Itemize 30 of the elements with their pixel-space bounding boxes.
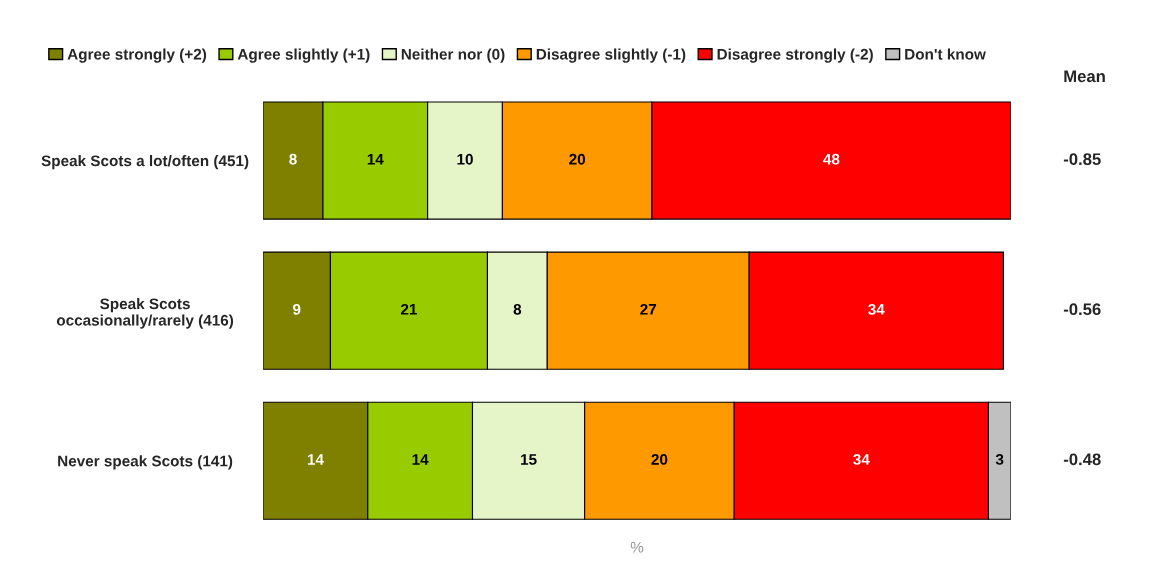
data-label: 3	[995, 454, 1004, 465]
legend-label: Disagree slightly (-1)	[536, 48, 686, 63]
text: -0.85	[1063, 153, 1101, 166]
x-axis-title: %	[630, 541, 644, 553]
text: -0.56	[1063, 303, 1101, 316]
data-label: 27	[640, 303, 657, 315]
data-label: 20	[651, 454, 668, 465]
legend-label: Neither nor (0)	[401, 48, 505, 63]
data-label: 14	[307, 454, 324, 465]
data-label: 8	[513, 303, 522, 315]
data-label: 15	[521, 454, 537, 465]
data-label: 34	[853, 454, 870, 465]
data-label: 14	[367, 153, 384, 165]
data-label: 34	[868, 303, 885, 315]
data-label: 8	[289, 153, 297, 165]
data-label: 20	[569, 153, 586, 165]
legend-label: Agree slightly (+1)	[237, 48, 370, 63]
y-tick-label: Never speak Scots (141)	[58, 455, 233, 470]
data-label: 14	[412, 454, 429, 465]
data-label: 48	[823, 153, 840, 165]
data-label: 10	[457, 153, 473, 165]
y-tick-label: Speak Scots a lot/often (451)	[41, 155, 249, 170]
legend-label: Don't know	[905, 48, 986, 60]
data-label: 9	[293, 303, 301, 315]
text: -0.48	[1063, 453, 1101, 466]
legend-label: Disagree strongly (-2)	[717, 48, 873, 63]
legend-label: Agree strongly (+2)	[67, 48, 207, 63]
data-label: 21	[400, 303, 417, 315]
text: Mean	[1064, 70, 1105, 83]
y-tick-label: Speak Scots occasionally/rarely (416)	[56, 297, 234, 329]
